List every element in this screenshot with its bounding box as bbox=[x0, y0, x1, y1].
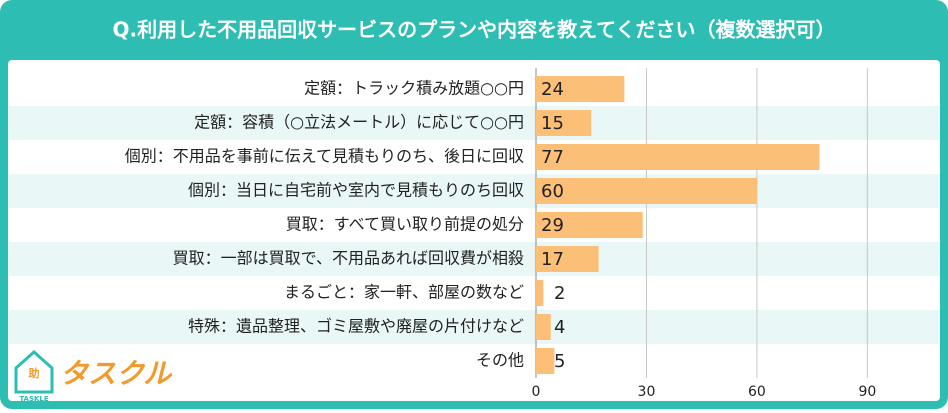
rows: 定額：トラック積み放題○○円定額：容積（○立法メートル）に応じて○○円個別：不用… bbox=[8, 72, 940, 378]
x-tick-label: 0 bbox=[532, 384, 541, 400]
bar bbox=[536, 246, 599, 272]
x-tick-label: 90 bbox=[858, 384, 876, 400]
value-label: 17 bbox=[541, 249, 564, 270]
category-label: 定額：容積（○立法メートル）に応じて○○円 bbox=[194, 113, 524, 132]
row-band bbox=[8, 174, 940, 208]
bar bbox=[536, 212, 643, 238]
category-label: 定額：トラック積み放題○○円 bbox=[304, 79, 524, 98]
bar bbox=[536, 144, 820, 170]
value-label: 2 bbox=[554, 283, 565, 304]
bar bbox=[536, 314, 551, 340]
row-band bbox=[8, 276, 940, 310]
logo-icon: 助 bbox=[29, 366, 40, 380]
bar bbox=[536, 110, 592, 136]
row-band bbox=[8, 242, 940, 276]
logo-sub: TASKLE bbox=[19, 395, 49, 403]
row-band bbox=[8, 310, 940, 344]
category-label: まるごと：家一軒、部屋の数など bbox=[284, 283, 524, 302]
value-label: 5 bbox=[554, 351, 565, 372]
row-band bbox=[8, 106, 940, 140]
row-band bbox=[8, 344, 940, 378]
category-label: 個別：不用品を事前に伝えて見積もりのち、後日に回収 bbox=[125, 147, 524, 166]
logo: 助 TASKLE タスクル bbox=[14, 349, 173, 403]
bar bbox=[536, 280, 544, 306]
value-label: 77 bbox=[541, 147, 564, 168]
value-label: 15 bbox=[541, 113, 564, 134]
chart-title: Q.利用した不用品回収サービスのプランや内容を教えてください（複数選択可） bbox=[113, 18, 836, 42]
x-tick-label: 30 bbox=[638, 384, 656, 400]
row-band bbox=[8, 208, 940, 242]
value-label: 4 bbox=[554, 317, 565, 338]
value-label: 29 bbox=[541, 215, 564, 236]
category-label: 買取：一部は買取で、不用品あれば回収費が相殺 bbox=[173, 249, 524, 268]
value-label: 24 bbox=[541, 79, 564, 100]
category-label: 買取：すべて買い取り前提の処分 bbox=[286, 215, 524, 234]
logo-house bbox=[14, 349, 54, 394]
row-band bbox=[8, 72, 940, 106]
category-label: 特殊：遺品整理、ゴミ屋敷や廃屋の片付けなど bbox=[188, 317, 524, 336]
x-tick-label: 60 bbox=[748, 384, 766, 400]
bar bbox=[536, 348, 555, 374]
category-label: その他 bbox=[476, 351, 524, 370]
bar bbox=[536, 178, 757, 204]
logo-text: タスクル bbox=[60, 357, 173, 390]
bar bbox=[536, 76, 625, 102]
value-label: 60 bbox=[541, 181, 564, 202]
category-label: 個別：当日に自宅前や室内で見積もりのち回収 bbox=[188, 181, 524, 200]
